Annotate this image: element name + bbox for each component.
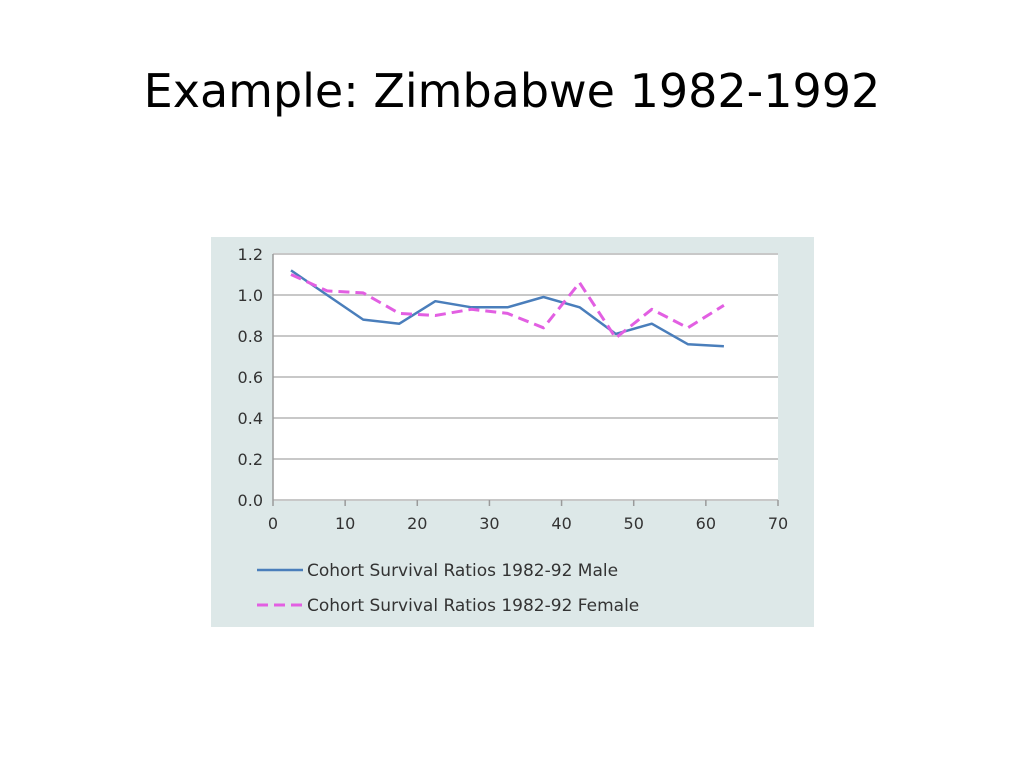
y-tick-label: 0.6 [238, 368, 263, 387]
y-tick-label: 1.0 [238, 286, 263, 305]
gridlines [273, 253, 778, 501]
y-tick-label: 0.4 [238, 409, 263, 428]
x-tick-label: 20 [407, 514, 427, 533]
x-tick-label: 40 [551, 514, 571, 533]
y-tick-label: 0.0 [238, 491, 263, 510]
y-axis-tick-labels: 0.0 0.2 0.4 0.6 0.8 1.0 1.2 [238, 245, 263, 510]
chart-panel: 0.0 0.2 0.4 0.6 0.8 1.0 1.2 0 10 20 30 40 50 60 70 Co… [211, 237, 814, 627]
y-tick-label: 1.2 [238, 245, 263, 264]
x-tick-label: 0 [268, 514, 278, 533]
line-chart: 0.0 0.2 0.4 0.6 0.8 1.0 1.2 0 10 20 30 40 50 60 70 Co… [238, 245, 789, 616]
x-tick-label: 30 [479, 514, 499, 533]
axes [272, 254, 779, 506]
series-lines [290, 269, 725, 348]
x-tick-label: 70 [768, 514, 788, 533]
series-line-male [290, 269, 724, 348]
legend-label: Cohort Survival Ratios 1982-92 Female [307, 596, 639, 616]
series-line-female [290, 273, 725, 340]
legend-label: Cohort Survival Ratios 1982-92 Male [307, 561, 618, 581]
x-tick-label: 60 [696, 514, 716, 533]
x-tick-label: 10 [335, 514, 355, 533]
y-tick-label: 0.8 [238, 327, 263, 346]
slide-title: Example: Zimbabwe 1982-1992 [143, 64, 881, 118]
x-tick-label: 50 [624, 514, 644, 533]
legend: Cohort Survival Ratios 1982-92 Male Cohor… [257, 561, 639, 616]
x-axis-tick-labels: 0 10 20 30 40 50 60 70 [268, 514, 788, 533]
y-tick-label: 0.2 [238, 450, 263, 469]
